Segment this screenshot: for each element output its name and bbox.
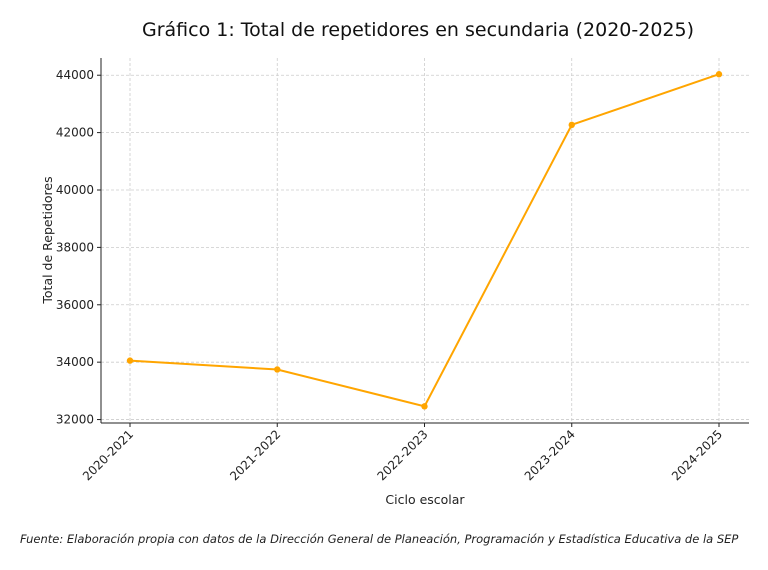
data-point xyxy=(126,357,134,364)
x-tick-label: 2024-2025 xyxy=(669,427,725,483)
grid xyxy=(101,58,749,423)
chart-title: Gráfico 1: Total de repetidores en secun… xyxy=(142,19,694,41)
y-tick-label: 42000 xyxy=(56,126,94,140)
data-point xyxy=(568,121,575,129)
y-tick-label: 34000 xyxy=(56,355,94,369)
axes xyxy=(97,58,749,427)
data-point xyxy=(421,403,428,410)
data-point xyxy=(274,366,281,373)
data-point xyxy=(715,71,723,78)
y-tick-label: 38000 xyxy=(56,240,94,254)
y-tick-label: 44000 xyxy=(56,68,94,82)
x-tick-label: 2021-2022 xyxy=(227,427,283,483)
y-axis-label: Total de Repetidores xyxy=(40,176,55,304)
x-tick-label: 2020-2021 xyxy=(80,427,136,483)
x-axis-label: Ciclo escolar xyxy=(385,492,465,507)
x-tick-label: 2023-2024 xyxy=(522,427,578,483)
x-tick-label: 2022-2023 xyxy=(374,427,430,483)
series xyxy=(126,71,723,410)
y-tick-label: 40000 xyxy=(56,183,94,197)
source-footnote: Fuente: Elaboración propia con datos de … xyxy=(20,532,739,546)
y-tick-label: 36000 xyxy=(56,298,94,312)
tick-labels: 32000 34000 36000 38000 40000 42000 44000 2020-… xyxy=(56,68,725,483)
y-tick-label: 32000 xyxy=(56,413,94,427)
